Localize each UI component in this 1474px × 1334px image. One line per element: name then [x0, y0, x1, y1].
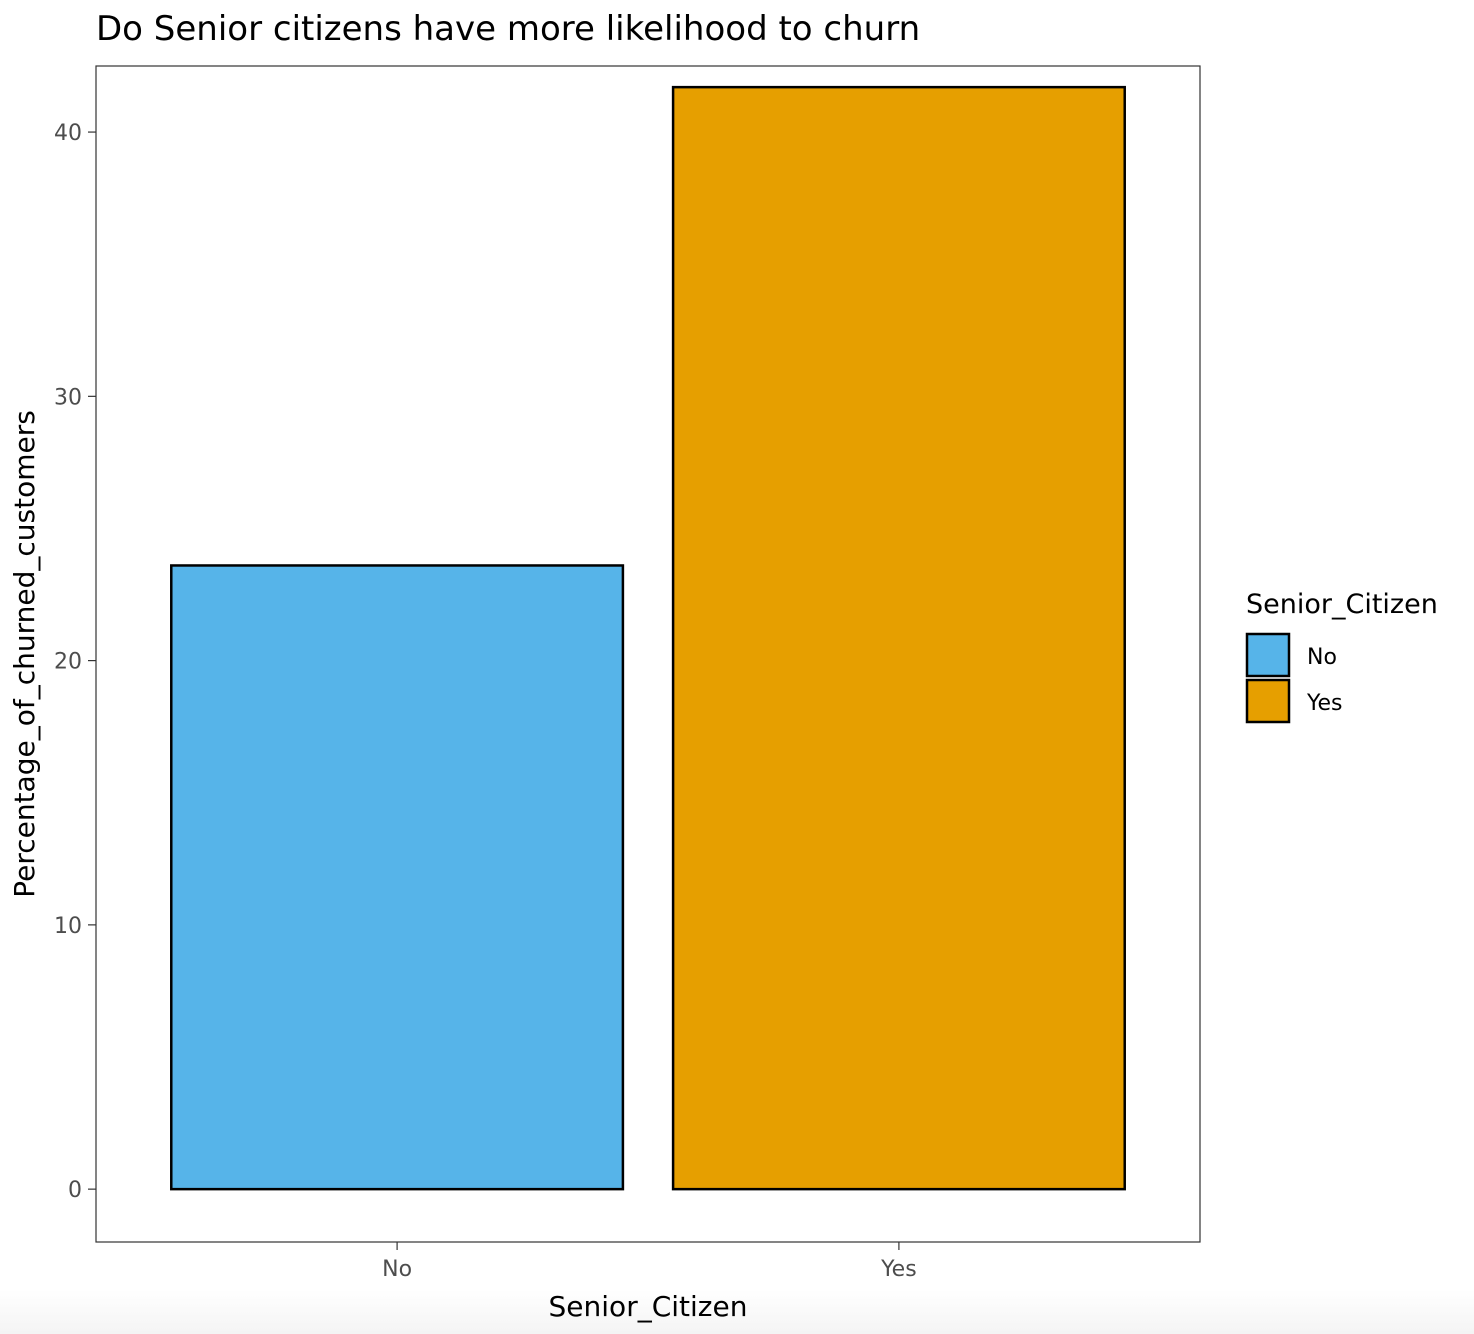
x-axis-title: Senior_Citizen: [549, 1290, 748, 1323]
y-tick-label: 10: [54, 914, 82, 939]
y-axis-title: Percentage_of_churned_customers: [8, 410, 41, 898]
y-axis: 0 10 20 30 40: [54, 121, 96, 1203]
y-tick-label: 0: [68, 1178, 82, 1203]
x-tick-label: No: [382, 1257, 412, 1282]
y-tick-label: 40: [54, 121, 82, 146]
bars-group: [170, 85, 1126, 1191]
x-axis: No Yes: [382, 1242, 917, 1282]
legend-label-no: No: [1307, 645, 1337, 670]
legend-title: Senior_Citizen: [1246, 589, 1438, 620]
x-tick-label: Yes: [880, 1257, 917, 1282]
legend-label-yes: Yes: [1306, 691, 1343, 716]
y-tick-label: 20: [54, 650, 82, 675]
bar-yes: [671, 85, 1126, 1191]
bar-no: [170, 564, 625, 1191]
legend-key-yes: [1245, 678, 1291, 724]
legend: Senior_Citizen No Yes: [1245, 589, 1438, 724]
legend-key-no: [1245, 632, 1291, 678]
legend-items: No Yes: [1245, 632, 1343, 724]
y-tick-label: 30: [54, 385, 82, 410]
chart-title: Do Senior citizens have more likelihood …: [96, 9, 920, 49]
